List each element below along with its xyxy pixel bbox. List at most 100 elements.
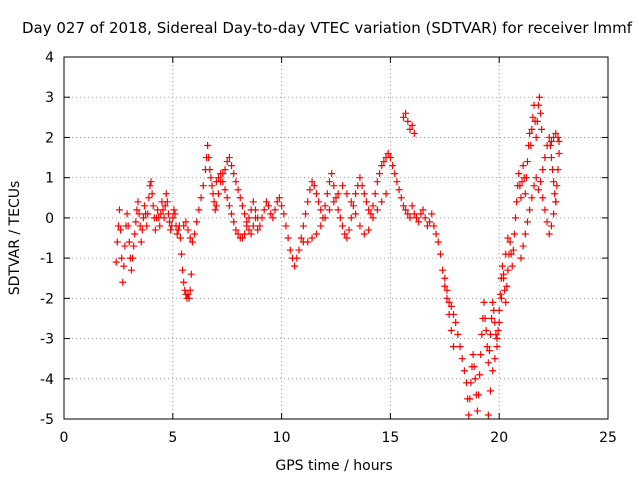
data-point bbox=[380, 158, 388, 166]
data-point bbox=[395, 186, 403, 194]
data-point bbox=[537, 109, 545, 117]
data-point bbox=[238, 234, 246, 242]
data-point bbox=[293, 254, 301, 262]
data-point bbox=[193, 218, 201, 226]
data-point bbox=[402, 206, 410, 214]
data-point bbox=[356, 174, 364, 182]
data-point bbox=[133, 206, 141, 214]
data-point bbox=[112, 258, 120, 266]
data-point bbox=[207, 174, 215, 182]
data-point bbox=[206, 166, 214, 174]
data-point bbox=[225, 202, 233, 210]
data-point bbox=[114, 222, 122, 230]
data-point bbox=[334, 206, 342, 214]
data-point bbox=[195, 206, 203, 214]
data-point bbox=[174, 226, 182, 234]
data-point bbox=[241, 210, 249, 218]
data-point bbox=[188, 238, 196, 246]
data-point bbox=[481, 314, 489, 322]
data-point bbox=[456, 343, 464, 351]
data-point bbox=[317, 222, 325, 230]
data-point bbox=[136, 222, 144, 230]
data-point bbox=[376, 170, 384, 178]
data-point bbox=[489, 367, 497, 375]
x-tick-label: 25 bbox=[599, 430, 617, 446]
data-point bbox=[399, 113, 407, 121]
data-point bbox=[129, 254, 137, 262]
data-point bbox=[436, 250, 444, 258]
data-point bbox=[230, 170, 238, 178]
y-tick-label: 0 bbox=[45, 211, 54, 227]
data-point bbox=[477, 351, 485, 359]
data-point bbox=[179, 266, 187, 274]
data-point bbox=[169, 214, 177, 222]
data-point bbox=[117, 226, 125, 234]
data-point bbox=[508, 262, 516, 270]
data-point bbox=[518, 178, 526, 186]
data-point bbox=[149, 202, 157, 210]
data-point bbox=[125, 238, 133, 246]
data-point bbox=[523, 218, 531, 226]
x-axis-label: GPS time / hours bbox=[275, 458, 392, 474]
data-point bbox=[147, 178, 155, 186]
data-point bbox=[343, 234, 351, 242]
data-point bbox=[478, 331, 486, 339]
data-point bbox=[151, 226, 159, 234]
data-point bbox=[493, 335, 501, 343]
x-tick-label: 5 bbox=[168, 430, 177, 446]
data-point bbox=[278, 202, 286, 210]
data-point bbox=[450, 343, 458, 351]
data-point bbox=[475, 391, 483, 399]
data-point bbox=[349, 202, 357, 210]
data-point bbox=[494, 327, 502, 335]
data-point bbox=[362, 198, 370, 206]
data-point bbox=[550, 178, 558, 186]
data-point bbox=[120, 262, 128, 270]
data-point bbox=[241, 230, 249, 238]
data-point bbox=[228, 210, 236, 218]
data-point bbox=[439, 266, 447, 274]
data-point bbox=[223, 158, 231, 166]
data-point bbox=[332, 194, 340, 202]
data-point bbox=[251, 206, 259, 214]
data-point bbox=[393, 178, 401, 186]
plot-frame bbox=[63, 56, 609, 420]
data-point bbox=[532, 174, 540, 182]
data-point bbox=[171, 210, 179, 218]
data-point bbox=[166, 218, 174, 226]
data-point bbox=[161, 202, 169, 210]
data-point bbox=[551, 190, 559, 198]
data-point bbox=[384, 150, 392, 158]
data-point bbox=[297, 234, 305, 242]
data-point bbox=[547, 137, 555, 145]
data-point bbox=[243, 222, 251, 230]
data-point bbox=[371, 190, 379, 198]
data-point bbox=[328, 170, 336, 178]
data-point bbox=[529, 113, 537, 121]
data-point bbox=[187, 270, 195, 278]
data-point bbox=[466, 395, 474, 403]
data-point bbox=[517, 194, 525, 202]
data-point bbox=[265, 202, 273, 210]
data-point bbox=[526, 206, 534, 214]
data-point bbox=[415, 218, 423, 226]
data-point bbox=[533, 117, 541, 125]
data-point bbox=[501, 286, 509, 294]
data-point bbox=[123, 210, 131, 218]
data-point bbox=[197, 194, 205, 202]
data-point bbox=[552, 198, 560, 206]
data-point bbox=[260, 206, 268, 214]
data-point bbox=[535, 93, 543, 101]
data-point bbox=[182, 218, 190, 226]
data-point bbox=[347, 198, 355, 206]
data-point bbox=[286, 246, 294, 254]
data-point bbox=[138, 226, 146, 234]
data-point bbox=[458, 355, 466, 363]
data-point bbox=[534, 101, 542, 109]
data-point bbox=[504, 234, 512, 242]
data-point bbox=[212, 178, 220, 186]
data-point bbox=[434, 238, 442, 246]
data-point bbox=[214, 174, 222, 182]
data-point bbox=[512, 214, 520, 222]
